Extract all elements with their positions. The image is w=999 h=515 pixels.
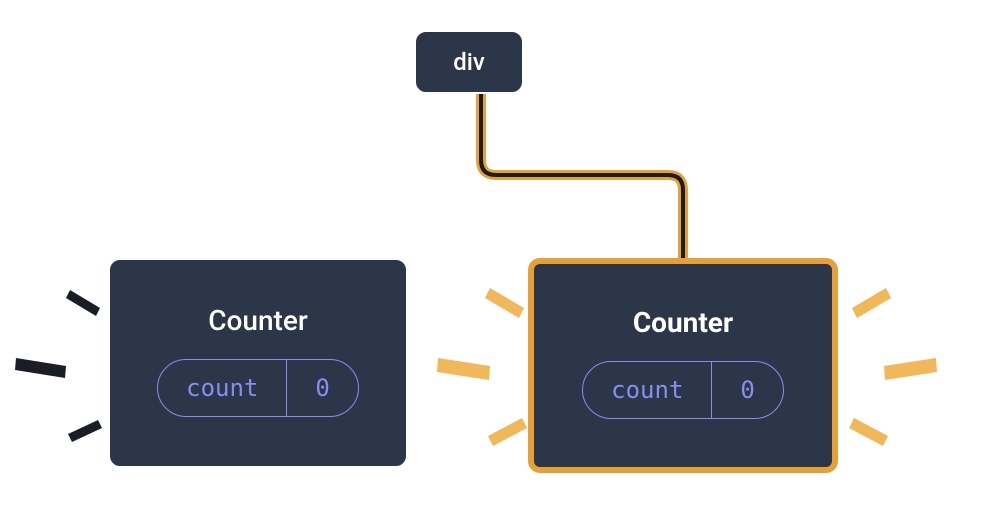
child-label-left: Counter [208,304,308,337]
child-label-right: Counter [633,306,733,339]
root-label: div [453,48,485,76]
state-pill-right: count 0 [582,361,784,419]
burst-left [10,280,110,460]
state-pill-left: count 0 [157,359,359,417]
burst-right-right [838,280,948,460]
root-node: div [414,30,524,94]
child-node-right: Counter count 0 [528,258,838,473]
edge-right-inner [481,94,683,258]
edge-left [258,94,469,258]
state-value-left: 0 [287,360,357,416]
state-value-right: 0 [712,362,782,418]
edge-right-outer [481,94,683,258]
child-node-left: Counter count 0 [108,258,408,468]
burst-right-left [432,280,532,460]
state-key-left: count [158,360,286,416]
state-key-right: count [583,362,711,418]
